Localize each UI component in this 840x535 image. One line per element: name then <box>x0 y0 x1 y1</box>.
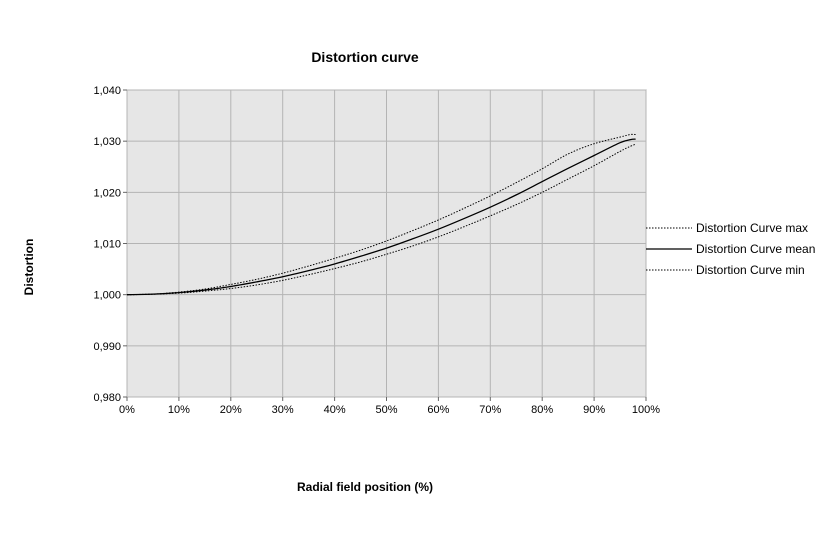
x-tick-label: 70% <box>479 404 501 416</box>
legend-label: Distortion Curve max <box>696 221 808 235</box>
x-tick-label: 10% <box>168 404 190 416</box>
series-line-distortion-curve-max <box>126 133 636 296</box>
x-tick-label: 60% <box>427 404 449 416</box>
x-tick-label: 90% <box>583 404 605 416</box>
x-tick-label: 50% <box>375 404 397 416</box>
legend-label: Distortion Curve min <box>696 263 805 277</box>
x-tick-label: 100% <box>632 404 660 416</box>
y-tick-label: 1,040 <box>93 85 121 97</box>
x-tick-label: 80% <box>531 404 553 416</box>
y-tick-label: 1,030 <box>93 136 121 148</box>
y-axis-label: Distortion <box>22 239 36 296</box>
x-tick-label: 0% <box>119 404 135 416</box>
y-tick-label: 1,020 <box>93 187 121 199</box>
series-line-distortion-curve-mean <box>126 138 636 296</box>
chart-title: Distortion curve <box>311 49 419 65</box>
y-tick-label: 1,010 <box>93 239 121 251</box>
x-axis-label: Radial field position (%) <box>297 480 433 494</box>
y-tick-label: 0,980 <box>93 392 121 404</box>
series-lines <box>126 133 636 296</box>
y-tick-label: 0,990 <box>93 341 121 353</box>
series-line-distortion-curve-min <box>126 143 636 296</box>
x-tick-label: 40% <box>324 404 346 416</box>
legend-label: Distortion Curve mean <box>696 242 815 256</box>
legend: Distortion Curve max Distortion Curve mea… <box>646 221 815 277</box>
x-tick-label: 20% <box>220 404 242 416</box>
x-tick-label: 30% <box>272 404 294 416</box>
y-tick-label: 1,000 <box>93 290 121 302</box>
tick-labels: 0% 10% 20% 30% 40% 50% 60% 70% 80% 90% 100% 0,980 0,… <box>93 85 660 416</box>
